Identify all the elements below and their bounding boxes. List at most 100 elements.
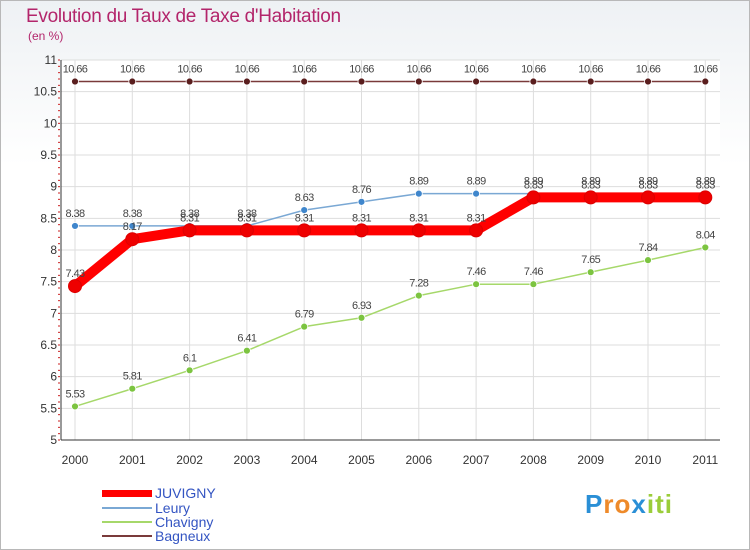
legend-swatch-leury xyxy=(102,507,152,509)
data-point-juvigny xyxy=(583,190,598,205)
data-point-chavigny xyxy=(701,243,710,252)
series-line-chavigny xyxy=(74,246,707,408)
data-point-bagneux xyxy=(128,77,137,86)
y-tick-label: 10 xyxy=(44,116,58,130)
data-point-bagneux xyxy=(357,77,366,86)
data-point-bagneux xyxy=(644,77,652,86)
chart-title: Evolution du Taux de Taxe d'Habitation xyxy=(26,6,341,27)
logo-letter: i xyxy=(664,489,673,519)
data-point-bagneux xyxy=(472,77,481,86)
data-label-bagneux: 10.66 xyxy=(693,64,718,76)
y-tick-label: 9 xyxy=(50,180,57,194)
data-point-bagneux xyxy=(185,77,194,86)
data-label-juvigny: 8.83 xyxy=(638,179,657,191)
x-tick-label: 2008 xyxy=(520,453,547,467)
logo-letter: i xyxy=(646,489,656,519)
data-point-juvigny xyxy=(68,279,82,294)
data-label-juvigny: 8.83 xyxy=(696,179,715,191)
data-point-chavigny xyxy=(242,346,251,355)
data-point-leury xyxy=(71,222,79,230)
data-label-juvigny: 8.31 xyxy=(237,212,256,224)
data-point-leury xyxy=(300,206,309,215)
data-point-juvigny xyxy=(411,223,426,238)
data-point-chavigny xyxy=(644,256,652,265)
data-label-chavigny: 7.46 xyxy=(467,266,486,278)
data-label-chavigny: 6.79 xyxy=(295,309,314,321)
logo-letter: o xyxy=(614,489,632,519)
logo-letter: x xyxy=(631,489,647,519)
data-label-leury: 8.38 xyxy=(65,208,84,220)
data-label-juvigny: 8.31 xyxy=(180,212,199,224)
legend-swatch-bagneux xyxy=(102,535,152,537)
data-label-bagneux: 10.66 xyxy=(407,64,432,76)
y-tick-label: 6 xyxy=(50,370,57,384)
data-label-leury: 8.89 xyxy=(409,176,428,188)
legend-label: Bagneux xyxy=(155,528,211,544)
data-label-bagneux: 10.66 xyxy=(63,64,88,76)
legend-label: Leury xyxy=(155,500,191,516)
legend-swatch-chavigny xyxy=(102,521,152,523)
data-label-juvigny: 8.17 xyxy=(123,221,142,233)
data-point-leury xyxy=(414,189,423,198)
data-label-bagneux: 10.66 xyxy=(636,64,661,76)
x-tick-label: 2007 xyxy=(463,453,490,467)
data-label-chavigny: 5.81 xyxy=(123,371,142,383)
data-label-chavigny: 7.65 xyxy=(581,254,600,266)
data-label-bagneux: 10.66 xyxy=(292,64,317,76)
data-label-bagneux: 10.66 xyxy=(177,64,202,76)
data-label-chavigny: 5.53 xyxy=(65,388,84,400)
data-label-chavigny: 6.93 xyxy=(352,300,371,312)
data-label-leury: 8.89 xyxy=(524,176,543,188)
data-point-juvigny xyxy=(641,190,655,205)
logo-letter: r xyxy=(603,489,615,519)
data-label-juvigny: 8.83 xyxy=(581,179,600,191)
data-label-bagneux: 10.66 xyxy=(521,64,546,76)
data-point-chavigny xyxy=(472,280,481,289)
data-point-bagneux xyxy=(529,77,538,86)
y-tick-label: 7 xyxy=(50,306,57,320)
x-tick-label: 2005 xyxy=(348,453,375,467)
x-tick-label: 2004 xyxy=(291,453,318,467)
x-tick-label: 2001 xyxy=(119,453,146,467)
x-tick-label: 2002 xyxy=(176,453,203,467)
data-label-chavigny: 7.84 xyxy=(638,242,657,254)
data-point-chavigny xyxy=(586,268,595,277)
x-tick-label: 2000 xyxy=(62,453,89,467)
y-tick-label: 10.5 xyxy=(34,85,58,99)
data-point-juvigny xyxy=(526,190,541,205)
data-label-juvigny: 8.31 xyxy=(295,212,314,224)
data-point-juvigny xyxy=(354,223,369,238)
y-tick-label: 8 xyxy=(50,243,57,257)
data-label-bagneux: 10.66 xyxy=(464,64,489,76)
data-label-bagneux: 10.66 xyxy=(578,64,603,76)
data-point-juvigny xyxy=(125,232,140,247)
data-point-chavigny xyxy=(128,384,137,393)
y-tick-label: 9.5 xyxy=(40,148,57,162)
data-point-chavigny xyxy=(185,366,194,375)
data-point-juvigny xyxy=(698,190,713,205)
data-label-juvigny: 8.83 xyxy=(524,179,543,191)
data-point-juvigny xyxy=(297,223,312,238)
data-point-leury xyxy=(472,189,481,198)
data-point-chavigny xyxy=(71,402,79,411)
data-point-chavigny xyxy=(300,322,309,331)
logo-letter: t xyxy=(655,489,665,519)
legend-label: JUVIGNY xyxy=(155,485,216,501)
y-tick-label: 7.5 xyxy=(40,275,57,289)
proxiti-logo: Proxiti xyxy=(585,489,673,520)
data-label-chavigny: 7.46 xyxy=(524,266,543,278)
data-label-juvigny: 8.31 xyxy=(467,212,486,224)
legend-label: Chavigny xyxy=(155,514,214,530)
data-label-leury: 8.63 xyxy=(295,192,314,204)
x-tick-label: 2003 xyxy=(234,453,261,467)
x-tick-label: 2009 xyxy=(577,453,604,467)
y-tick-label: 6.5 xyxy=(40,338,57,352)
data-label-leury: 8.89 xyxy=(638,176,657,188)
data-label-juvigny: 7.43 xyxy=(65,268,84,280)
y-tick-label: 5 xyxy=(50,433,57,447)
data-label-leury: 8.38 xyxy=(180,208,199,220)
data-label-bagneux: 10.66 xyxy=(120,64,145,76)
data-label-chavigny: 8.04 xyxy=(696,229,715,241)
data-label-leury: 8.38 xyxy=(237,208,256,220)
data-label-juvigny: 8.31 xyxy=(352,212,371,224)
